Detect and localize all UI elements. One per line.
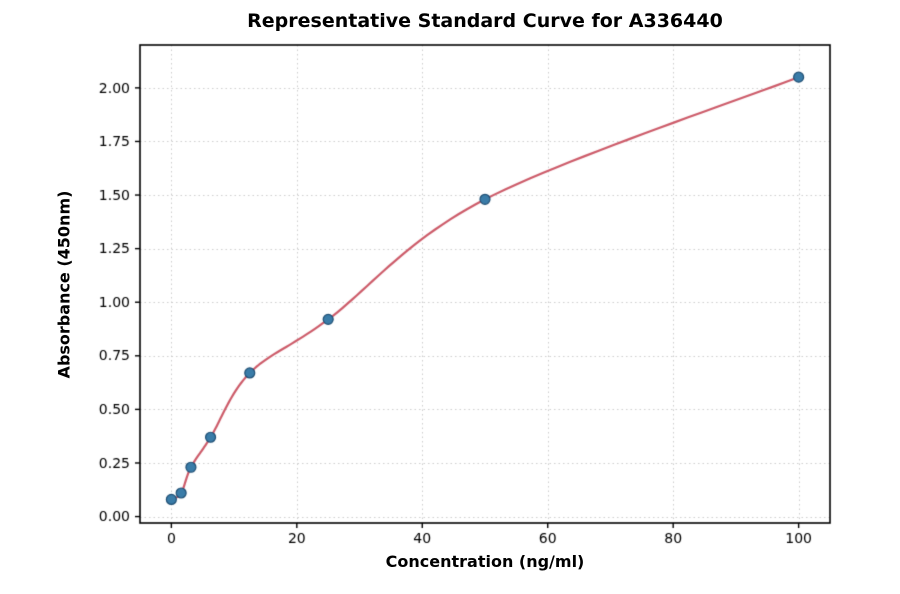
chart-title: Representative Standard Curve for A33644… (247, 10, 723, 32)
y-axis-label-wrap: Absorbance (450nm) (52, 45, 76, 523)
x-axis-label: Concentration (ng/ml) (385, 552, 585, 571)
y-axis-label: Absorbance (450nm) (54, 190, 74, 378)
